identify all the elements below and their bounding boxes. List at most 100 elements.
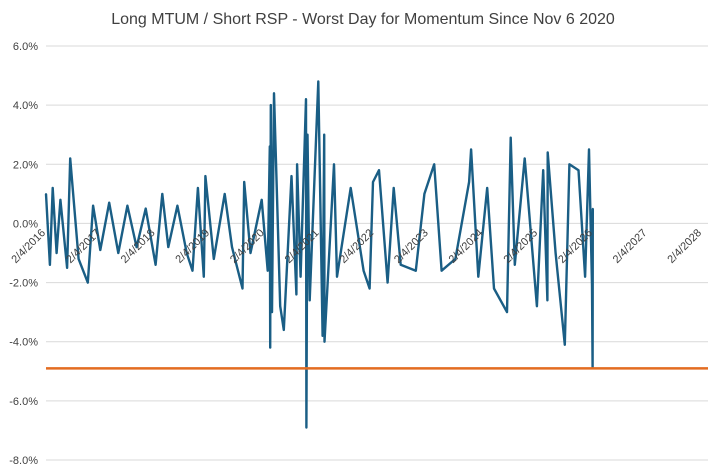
data-point: [77, 258, 80, 260]
data-point: [154, 263, 157, 266]
data-point: [536, 305, 538, 308]
data-point: [477, 275, 480, 278]
data-point: [336, 275, 338, 278]
data-point: [414, 269, 417, 272]
data-point: [282, 329, 285, 331]
data-point: [135, 246, 138, 249]
data-point: [308, 299, 311, 302]
data-point: [279, 305, 282, 308]
data-point: [378, 169, 380, 172]
data-point: [176, 204, 179, 207]
data-point: [554, 252, 557, 254]
data-point: [563, 343, 566, 346]
y-tick-label: -2.0%: [9, 278, 38, 290]
data-point: [202, 275, 205, 278]
data-point: [99, 249, 102, 251]
x-tick-label: 2/4/2017: [64, 227, 103, 266]
data-point: [546, 299, 549, 302]
data-point: [241, 287, 244, 290]
data-point: [486, 187, 489, 189]
data-point: [470, 148, 472, 151]
data-point: [212, 258, 215, 260]
x-tick-label: 2/4/2027: [611, 227, 650, 266]
data-point: [268, 145, 271, 148]
data-point: [333, 163, 335, 166]
data-point: [167, 246, 170, 249]
data-point: [269, 104, 272, 106]
data-point: [506, 311, 508, 313]
data-point: [45, 193, 47, 195]
y-tick-label: 0.0%: [13, 218, 38, 230]
data-point: [161, 193, 164, 195]
data-point: [49, 263, 51, 266]
data-point: [204, 175, 207, 178]
data-point: [349, 187, 352, 189]
data-point: [591, 284, 593, 287]
data-point: [266, 269, 269, 272]
data-point: [362, 269, 365, 272]
data-point: [493, 287, 495, 290]
data-point: [423, 193, 426, 195]
data-point: [577, 169, 580, 172]
data-point: [468, 181, 470, 183]
y-axis-tick-labels: 6.0% 4.0% 2.0% 0.0% -2.0% -4.0% -6.0% -8.0%: [9, 41, 38, 467]
data-point: [392, 187, 395, 189]
x-tick-label: 2/4/2016: [9, 227, 48, 266]
data-point: [290, 175, 293, 178]
data-point: [126, 204, 129, 207]
data-point: [513, 263, 516, 266]
data-point: [368, 287, 371, 290]
gridlines: [46, 45, 708, 461]
y-tick-label: -4.0%: [9, 337, 38, 349]
data-point: [295, 293, 298, 296]
data-point: [269, 346, 272, 349]
data-point: [249, 252, 252, 254]
data-point: [69, 157, 72, 160]
data-point: [197, 187, 199, 189]
chart-title: Long MTUM / Short RSP - Worst Day for Mo…: [111, 11, 615, 28]
data-point: [243, 181, 246, 183]
data-point: [55, 252, 58, 254]
data-point: [440, 269, 443, 272]
x-tick-label: 2/4/2028: [665, 227, 704, 266]
y-tick-label: 6.0%: [13, 41, 38, 53]
data-point: [296, 163, 298, 166]
data-point: [546, 151, 549, 154]
y-tick-label: 4.0%: [13, 100, 38, 112]
data-point: [509, 136, 512, 139]
data-point: [185, 252, 188, 254]
data-point: [321, 334, 324, 337]
data-point: [223, 193, 226, 195]
data-point: [271, 311, 273, 313]
data-point: [588, 148, 590, 151]
data-point: [542, 169, 545, 172]
data-point: [86, 281, 89, 284]
data-point: [231, 246, 233, 249]
data-point: [191, 269, 194, 272]
data-point: [92, 204, 94, 207]
data-point: [273, 92, 275, 95]
data-point: [305, 98, 307, 101]
data-point: [372, 181, 374, 183]
x-tick-label: 2/4/2026: [556, 227, 595, 266]
data-point: [584, 275, 586, 278]
data-point: [59, 198, 62, 201]
data-point: [144, 207, 147, 210]
series-layer: [44, 80, 594, 429]
data-point: [399, 263, 402, 266]
x-tick-label: 2/4/2020: [228, 227, 267, 266]
data-point: [51, 187, 54, 189]
data-point: [433, 163, 436, 166]
y-tick-label: -6.0%: [9, 396, 38, 408]
data-point: [66, 266, 68, 269]
data-point: [108, 201, 111, 204]
data-point: [317, 80, 320, 83]
data-point: [386, 281, 389, 284]
data-point: [454, 258, 457, 260]
data-point: [323, 133, 326, 136]
data-point: [568, 163, 571, 166]
data-point: [323, 340, 326, 343]
data-point: [306, 133, 309, 136]
